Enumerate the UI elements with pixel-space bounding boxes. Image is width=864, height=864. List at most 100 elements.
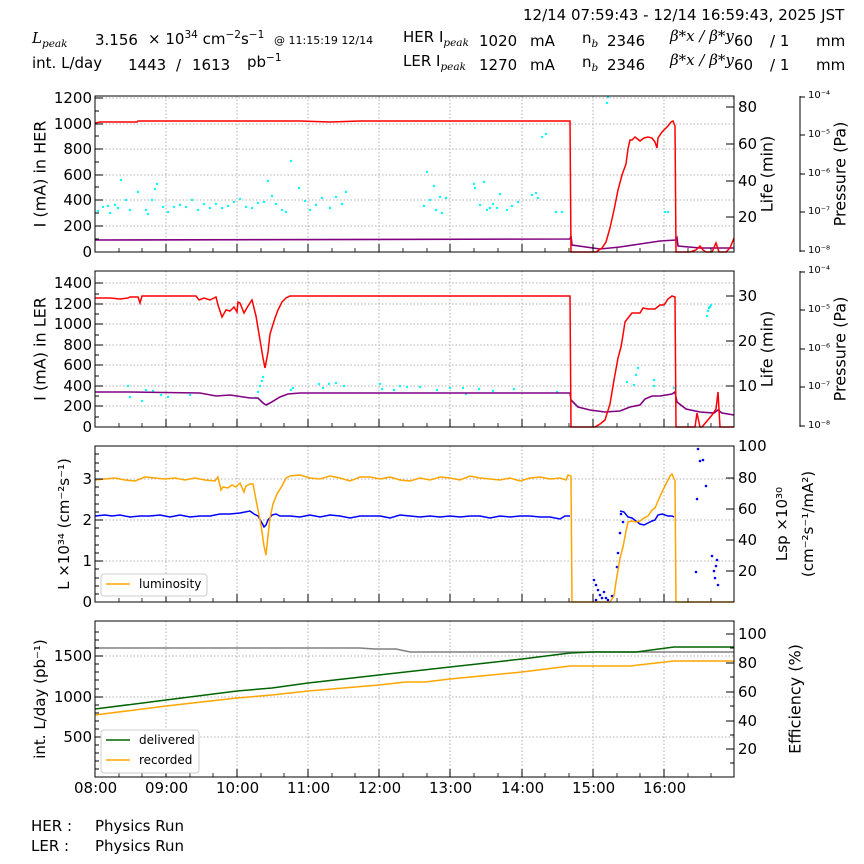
ler-y3label: Pressure (Pa) <box>830 296 850 402</box>
ler-pressure-scatter <box>126 303 713 403</box>
lpeak-label: Lpeak <box>32 29 68 50</box>
specific-lumi-line-2 <box>619 510 675 526</box>
ler-pressure-tick: 10⁻⁵ <box>808 304 831 315</box>
ler-y2label: Life (min) <box>757 310 777 388</box>
lumi-y2label-2: (cm⁻²s⁻¹/mA²) <box>799 470 817 578</box>
ler-current-line <box>95 295 734 428</box>
ler-pressure-tick: 10⁻⁶ <box>808 343 831 354</box>
ler-y2tick: 30 <box>738 287 758 305</box>
lumi-y2tick: 80 <box>738 469 758 487</box>
ler-ytick: 400 <box>63 377 92 395</box>
int-lumi-delivered: 1613 <box>192 56 231 74</box>
ler-ylabel: I (mA) in LER <box>30 297 50 401</box>
lumi-ylabel: L ×10³⁴ (cm⁻²s⁻¹) <box>55 458 73 590</box>
xtick: 12:00 <box>358 779 402 797</box>
her-ipeak-label: HER Ipeak <box>403 28 469 49</box>
her-ytick: 800 <box>63 140 92 158</box>
ler-ytick: 200 <box>63 397 92 415</box>
intlumi-ytick: 1000 <box>53 688 92 706</box>
ler-ytick: 1000 <box>53 315 92 333</box>
ler-beta-label: β*x / β*y <box>670 51 734 69</box>
int-lumi-label: int. L/day <box>32 54 103 72</box>
lpeak-time: @ 11:15:19 12/14 <box>274 34 374 47</box>
ler-pressure-tick: 10⁻⁴ <box>808 265 831 276</box>
her-pressure-tick: 10⁻⁵ <box>808 129 831 140</box>
lumi-y2tick: 20 <box>738 562 758 580</box>
her-ytick: 200 <box>63 217 92 235</box>
lumi-y2tick: 60 <box>738 500 758 518</box>
xtick: 14:00 <box>501 779 545 797</box>
ler-pressure-tick: 10⁻⁸ <box>808 420 831 431</box>
her-y2tick: 80 <box>738 98 758 116</box>
xtick: 10:00 <box>216 779 260 797</box>
ler-y2tick: 10 <box>738 377 758 395</box>
her-status-value: Physics Run <box>95 817 185 835</box>
lumi-y2tick: 100 <box>738 437 767 455</box>
ler-ipeak-value: 1270 <box>479 56 518 74</box>
her-nb-value: 2346 <box>607 32 646 50</box>
ler-status-value: Physics Run <box>95 837 185 855</box>
specific-lumi-scatter <box>592 447 720 602</box>
her-pressure-tick: 10⁻⁶ <box>808 168 831 179</box>
ler-ytick: 0 <box>82 418 92 436</box>
lumi-ytick: 3 <box>82 470 92 488</box>
delivered-line <box>94 646 734 710</box>
lumi-y2tick: 40 <box>738 531 758 549</box>
lumi-y2label-1: Lsp ×10³⁰ <box>773 486 791 562</box>
intlumi-ytick: 1500 <box>53 647 92 665</box>
intlumi-y2label: Efficiency (%) <box>785 644 805 754</box>
recorded-line <box>94 660 734 716</box>
xtick: 16:00 <box>643 779 687 797</box>
int-lumi-sep: / <box>176 56 182 74</box>
her-status-label: HER : <box>31 817 73 835</box>
her-pressure-tick: 10⁻⁷ <box>808 206 831 217</box>
her-ytick: 1000 <box>53 115 92 133</box>
lumi-ytick: 1 <box>82 552 92 570</box>
ler-beta-unit: mm <box>816 56 846 74</box>
ler-ytick: 1200 <box>53 295 92 313</box>
her-beta-label: β*x / β*y <box>670 27 734 45</box>
lumi-ytick: 2 <box>82 511 92 529</box>
lumi-legend-label: luminosity <box>139 577 202 591</box>
intlumi-y2tick: 40 <box>738 712 758 730</box>
her-ytick: 600 <box>63 166 92 184</box>
ler-pressure-tick: 10⁻⁷ <box>808 381 831 392</box>
ler-ytick: 800 <box>63 336 92 354</box>
her-y2tick: 20 <box>738 208 758 226</box>
her-ytick: 400 <box>63 191 92 209</box>
ler-status-label: LER : <box>31 837 70 855</box>
intlumi-y2tick: 20 <box>738 740 758 758</box>
ler-beta-y: / 1 <box>770 56 790 74</box>
her-pressure-tick: 10⁻⁴ <box>808 90 831 101</box>
axes-frames <box>94 95 735 778</box>
her-pressure-tick: 10⁻⁸ <box>808 245 831 256</box>
lpeak-value: 3.156 <box>95 31 138 49</box>
her-ylabel: I (mA) in HER <box>30 120 50 228</box>
grid-lines <box>95 96 734 777</box>
her-ytick: 1200 <box>53 89 92 107</box>
ler-nb-value: 2346 <box>607 56 646 74</box>
ler-y2tick: 20 <box>738 332 758 350</box>
lumi-legend-box <box>100 573 208 597</box>
her-pressure-scatter <box>96 95 670 216</box>
her-current-line <box>94 119 735 253</box>
intlumi-ylabel: int. L/day (pb⁻¹) <box>31 639 49 759</box>
delivered-legend-label: delivered <box>139 733 195 747</box>
lpeak-unit: × 1034 cm−2s−1 <box>148 29 265 48</box>
her-beta-x: 60 <box>734 32 754 50</box>
xtick: 09:00 <box>145 779 189 797</box>
lumi-ytick: 0 <box>82 593 92 611</box>
int-lumi-recorded: 1443 <box>128 56 167 74</box>
xtick: 08:00 <box>74 779 118 797</box>
intlumi-y2tick: 100 <box>738 625 767 643</box>
her-y3label: Pressure (Pa) <box>830 121 850 227</box>
her-beta-y: / 1 <box>770 32 790 50</box>
ler-ipeak-label: LER Ipeak <box>403 52 467 73</box>
her-ipeak-unit: mA <box>530 32 555 50</box>
specific-lumi-line <box>94 510 570 529</box>
ler-beta-x: 60 <box>734 56 754 74</box>
ler-ytick: 1400 <box>53 274 92 292</box>
axis-ticks <box>95 96 805 777</box>
xtick: 15:00 <box>572 779 616 797</box>
